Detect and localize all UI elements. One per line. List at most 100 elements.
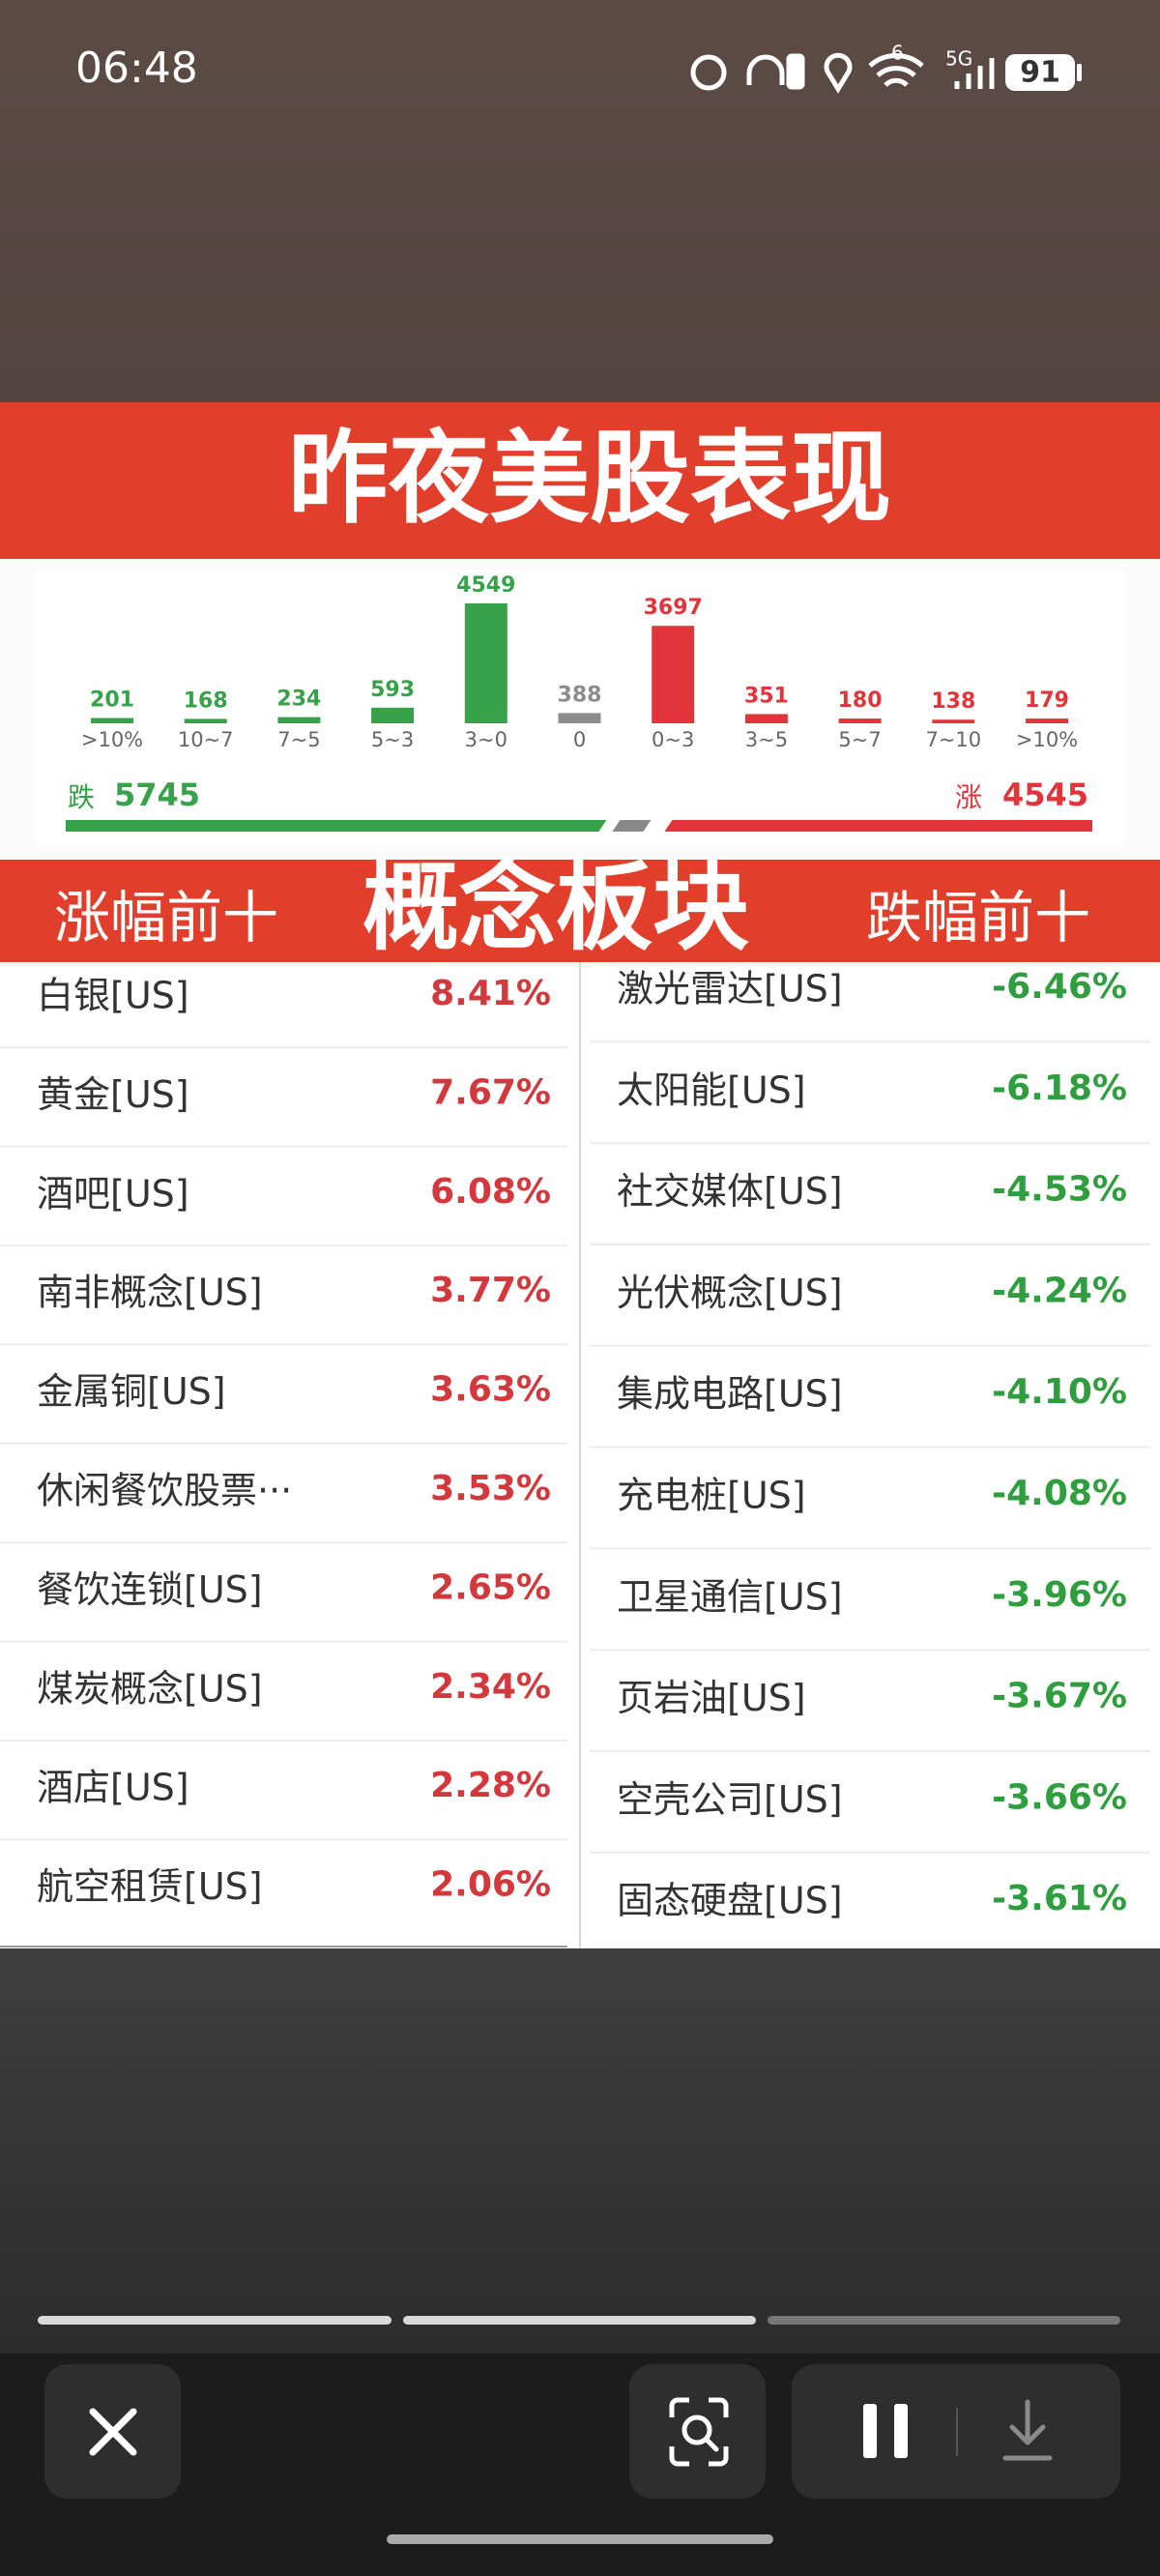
- up-total-bar: [664, 820, 1092, 832]
- scan-button[interactable]: [629, 2364, 766, 2499]
- bar-category-label: 3~0: [465, 728, 508, 751]
- battery-small-icon: [786, 53, 805, 90]
- row-change: 8.41%: [430, 974, 551, 1013]
- battery-tip: [1077, 64, 1082, 81]
- row-change: 2.34%: [430, 1667, 551, 1707]
- progress-segment: [403, 2316, 756, 2325]
- bar-category-label: >10%: [1016, 728, 1078, 751]
- alarm-icon: [690, 54, 727, 91]
- battery-level: 91: [1020, 56, 1060, 90]
- row-change: 6.08%: [430, 1172, 551, 1212]
- row-name: 太阳能[US]: [617, 1068, 806, 1111]
- row-change: -3.66%: [992, 1777, 1127, 1817]
- scan-lens-icon: [682, 2415, 712, 2445]
- row-name: 卫星通信[US]: [617, 1575, 843, 1618]
- row-change: -6.46%: [992, 967, 1127, 1007]
- bottom-background: [0, 1948, 1160, 2354]
- row-change: -4.08%: [992, 1474, 1127, 1513]
- up-label: 涨: [955, 781, 982, 813]
- row-change: -4.53%: [992, 1170, 1127, 1210]
- bar: [464, 603, 508, 723]
- bar-category-label: 10~7: [178, 728, 234, 751]
- row-change: -6.18%: [992, 1068, 1127, 1108]
- close-button[interactable]: [44, 2364, 181, 2499]
- row-name: 固态硬盘[US]: [617, 1880, 843, 1922]
- bar-category-label: 5~7: [838, 728, 881, 751]
- battery-icon: [1005, 54, 1075, 91]
- bar-value-label: 180: [838, 688, 883, 713]
- row-name: 休闲餐饮股票···: [37, 1470, 292, 1512]
- banner: [0, 402, 1160, 559]
- bar: [277, 717, 321, 723]
- section-header: [0, 860, 1160, 962]
- bar-value-label: 179: [1025, 688, 1069, 713]
- top-background: [0, 0, 1160, 402]
- row-change: 2.65%: [430, 1567, 551, 1607]
- bar-value-label: 593: [370, 678, 415, 702]
- scan-frame-icon: [669, 2397, 729, 2467]
- bar-value-label: 351: [744, 684, 789, 708]
- pause-button[interactable]: [863, 2404, 877, 2458]
- gap-marker: [612, 820, 652, 832]
- bar: [558, 713, 601, 723]
- row-change: 3.63%: [430, 1370, 551, 1410]
- wifi-label: 6: [891, 42, 904, 65]
- section-right: 跌幅前十: [866, 885, 1090, 951]
- bar-value-label: 4549: [456, 573, 515, 598]
- media-controls: [792, 2364, 1120, 2499]
- bar: [652, 626, 695, 723]
- row-change: 3.53%: [430, 1469, 551, 1508]
- row-change: 7.67%: [430, 1072, 551, 1112]
- bar: [91, 717, 133, 723]
- down-total-bar: [66, 820, 607, 832]
- bar: [184, 718, 227, 723]
- row-change: -3.67%: [992, 1677, 1127, 1716]
- banner-title: 昨夜美股表现: [288, 419, 891, 537]
- bar-category-label: 7~5: [277, 728, 320, 751]
- row-name: 激光雷达[US]: [617, 968, 843, 1010]
- up-value: 4545: [1002, 776, 1088, 813]
- status-icons: [690, 52, 1082, 94]
- row-name: 集成电路[US]: [617, 1373, 843, 1416]
- row-name: 黄金[US]: [37, 1073, 189, 1116]
- row-change: -3.96%: [992, 1575, 1127, 1615]
- bar: [371, 707, 415, 723]
- bar: [932, 719, 975, 723]
- section-left: 涨幅前十: [54, 885, 278, 951]
- row-name: 酒店[US]: [37, 1767, 189, 1809]
- row-name: 金属铜[US]: [37, 1370, 226, 1413]
- home-indicator: [387, 2534, 773, 2544]
- section-title: 概念板块: [362, 850, 749, 963]
- row-change: 3.77%: [430, 1271, 551, 1310]
- bar-category-label: 0~3: [652, 728, 694, 751]
- bar-value-label: 168: [184, 688, 228, 713]
- row-name: 南非概念[US]: [37, 1272, 263, 1314]
- bar-chart: 201 >10% 168 10~7 234 7~5 593 5~3 4549 3~0 388 0 369…: [66, 573, 1092, 832]
- headphone-icon: [746, 54, 785, 85]
- bar-value-label: 201: [90, 688, 134, 713]
- pause-button[interactable]: [894, 2404, 908, 2458]
- row-name: 餐饮连锁[US]: [37, 1568, 263, 1611]
- row-name: 航空租赁[US]: [37, 1865, 263, 1908]
- row-change: 2.28%: [430, 1766, 551, 1805]
- scan-handle-icon: [704, 2437, 719, 2452]
- signal-icon: [954, 58, 995, 89]
- wifi-icon: [868, 53, 924, 87]
- bar: [838, 718, 882, 723]
- row-change: -4.24%: [992, 1271, 1127, 1310]
- row-name: 白银[US]: [37, 975, 189, 1017]
- row-change: -3.61%: [992, 1879, 1127, 1918]
- bar-category-label: 3~5: [745, 728, 788, 751]
- bar-category-label: 0: [573, 728, 586, 751]
- progress-segment: [38, 2316, 392, 2325]
- close-icon: [89, 2408, 137, 2456]
- bar-value-label: 138: [931, 689, 975, 714]
- download-button[interactable]: [1002, 2399, 1053, 2461]
- location-icon: [824, 52, 853, 94]
- scan-button-bg[interactable]: [629, 2364, 766, 2499]
- row-name: 光伏概念[US]: [617, 1272, 843, 1314]
- bar-value-label: 234: [276, 688, 321, 712]
- network-label: 5G: [945, 47, 972, 71]
